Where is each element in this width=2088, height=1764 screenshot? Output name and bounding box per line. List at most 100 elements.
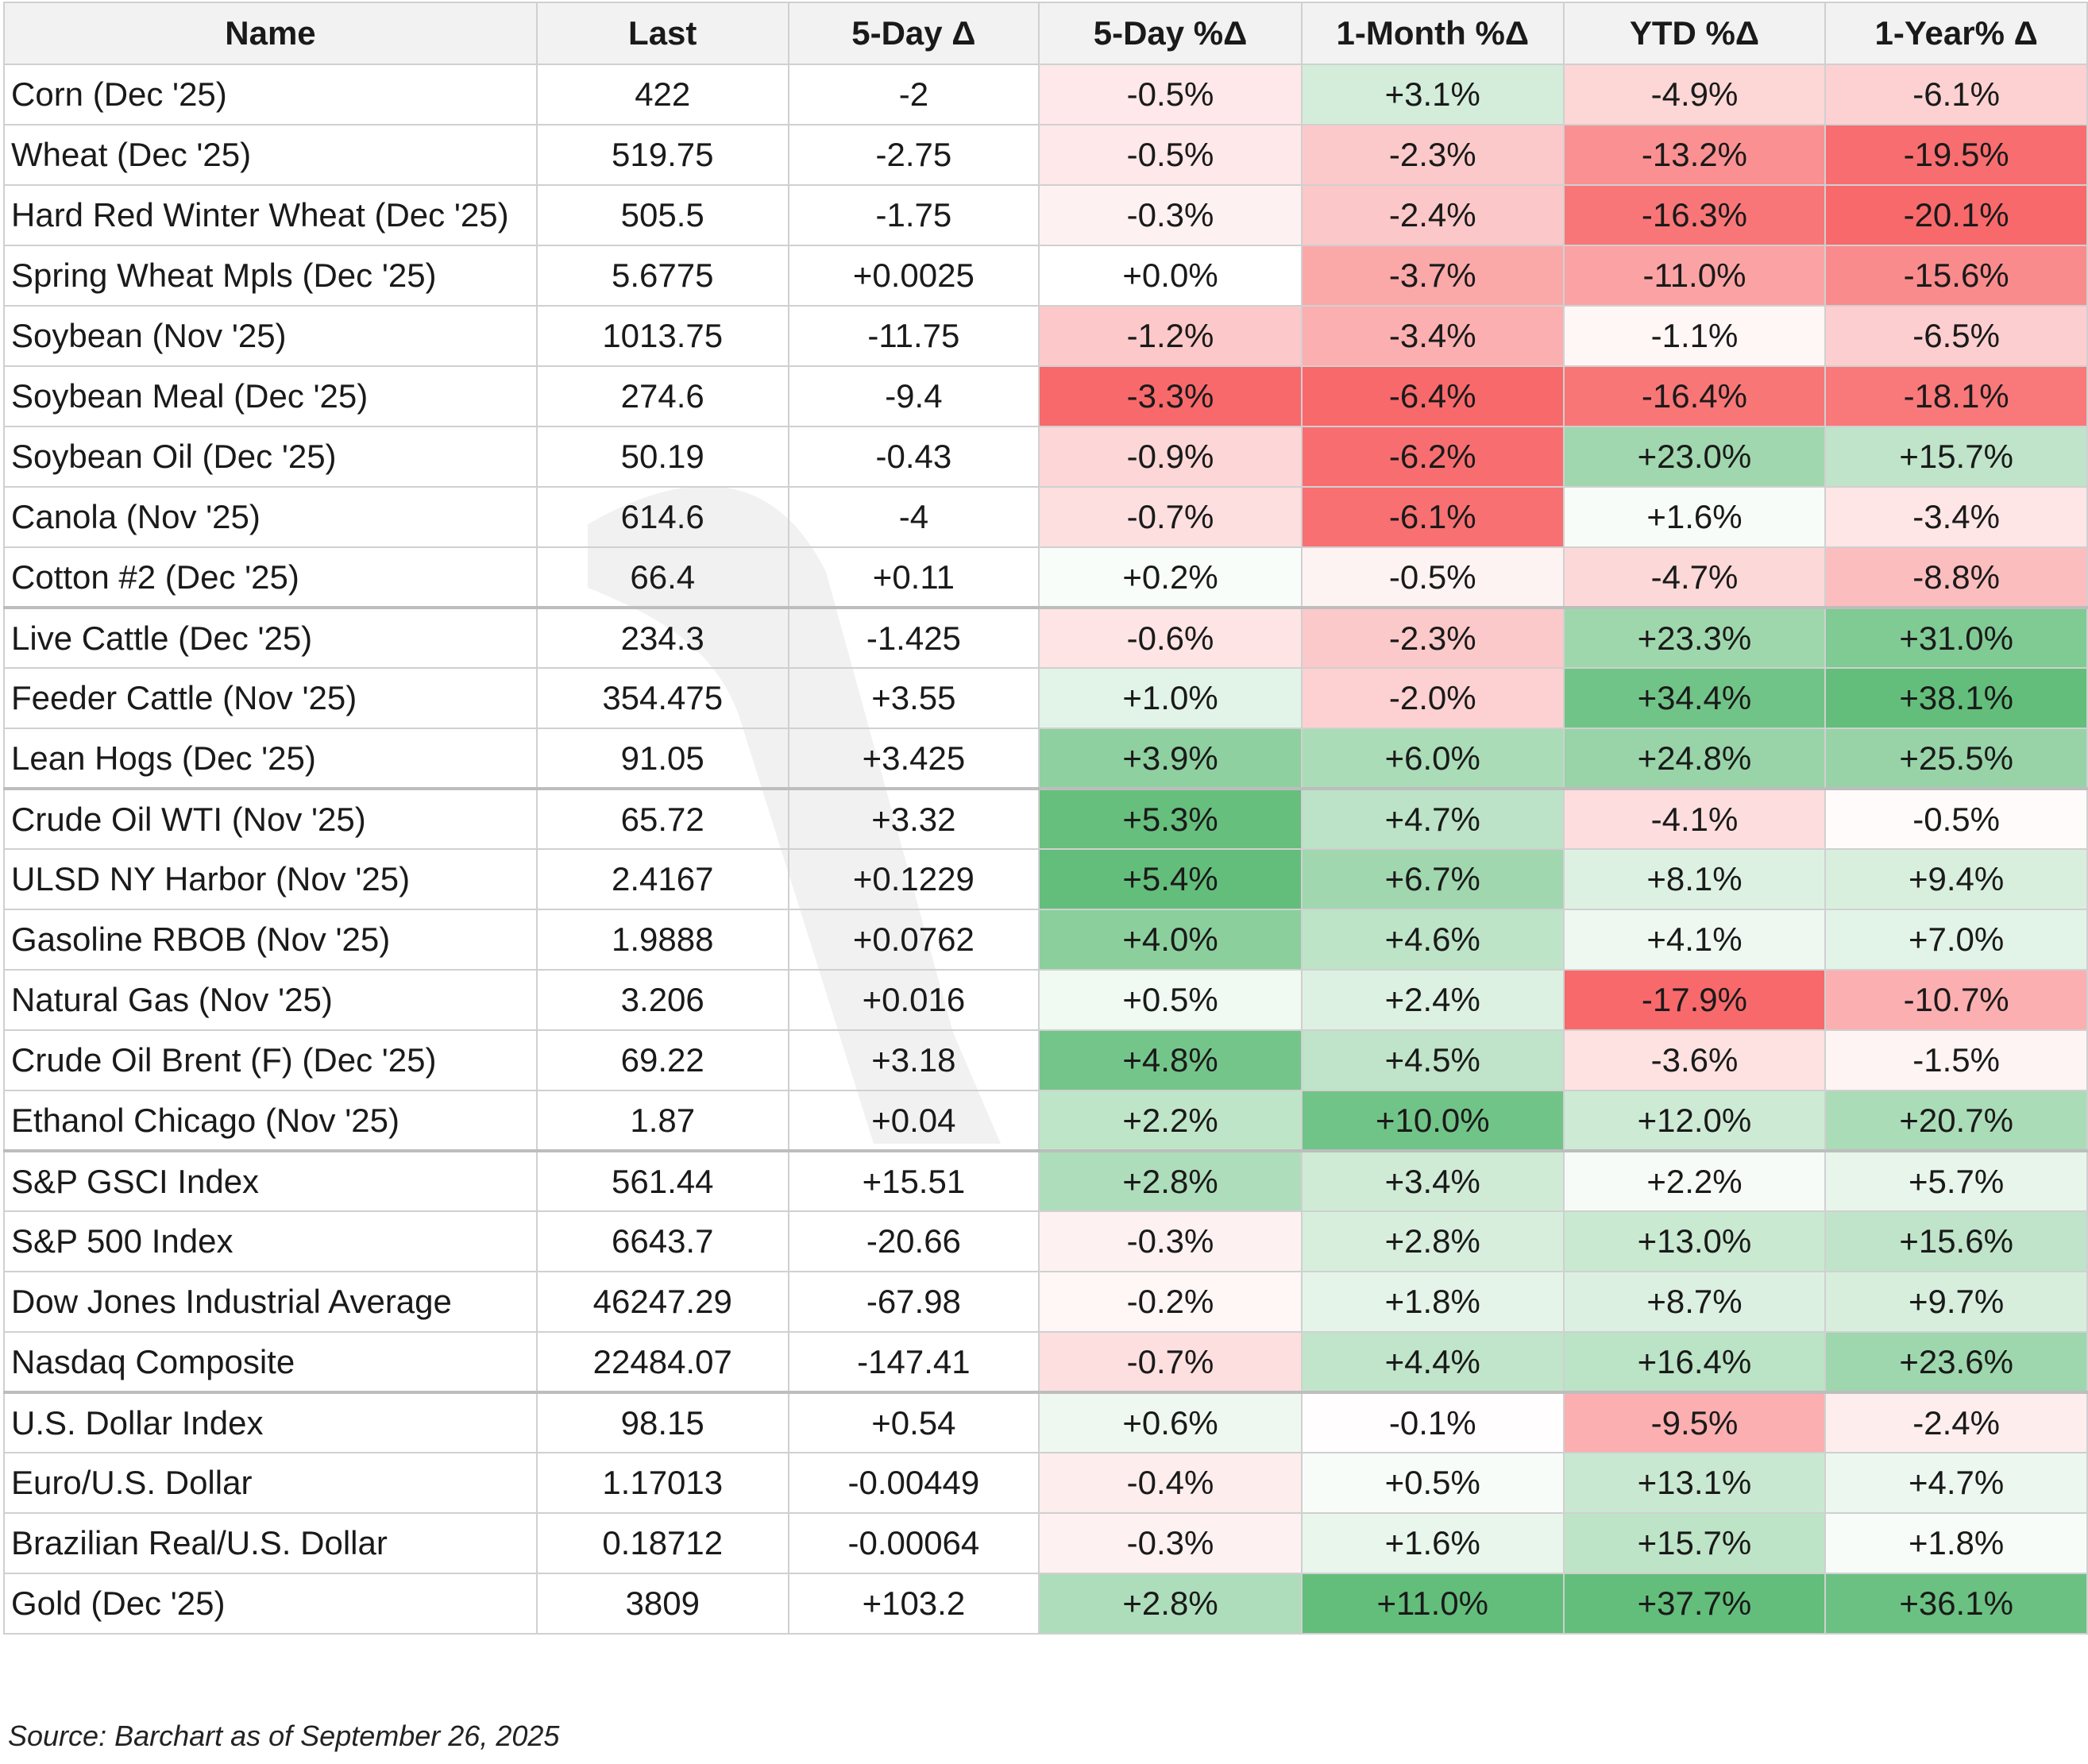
cell-5day-change: +0.04 <box>787 1090 1040 1152</box>
market-performance-table: Name Last 5-Day Δ 5-Day %Δ 1-Month %Δ YT… <box>3 2 2088 1635</box>
cell-1month-pct: +6.7% <box>1300 848 1565 910</box>
cell-1month-pct: +1.6% <box>1300 1512 1565 1574</box>
cell-ytd-pct: +12.0% <box>1562 1090 1827 1152</box>
header-last: Last <box>535 2 789 65</box>
cell-last: 65.72 <box>535 787 789 850</box>
cell-name: Gasoline RBOB (Nov '25) <box>3 909 538 971</box>
table-row: Lean Hogs (Dec '25) 91.05 +3.425 +3.9% +6.0%… <box>3 728 2088 789</box>
cell-1month-pct: +4.5% <box>1300 1029 1565 1091</box>
cell-name: Crude Oil WTI (Nov '25) <box>3 787 538 850</box>
cell-ytd-pct: +24.8% <box>1562 728 1827 789</box>
cell-5day-pct: +4.0% <box>1038 909 1303 971</box>
cell-last: 1013.75 <box>535 305 789 367</box>
cell-ytd-pct: -4.7% <box>1562 546 1827 608</box>
cell-name: Euro/U.S. Dollar <box>3 1452 538 1514</box>
cell-5day-pct: -0.5% <box>1038 124 1303 186</box>
table-row: Brazilian Real/U.S. Dollar 0.18712 -0.0006… <box>3 1512 2088 1574</box>
cell-5day-change: -1.75 <box>787 184 1040 246</box>
cell-1year-pct: +15.7% <box>1824 426 2088 488</box>
cell-5day-change: +103.2 <box>787 1573 1040 1635</box>
cell-last: 614.6 <box>535 486 789 548</box>
cell-1month-pct: +2.8% <box>1300 1210 1565 1272</box>
cell-5day-pct: +2.8% <box>1038 1573 1303 1635</box>
cell-1year-pct: +1.8% <box>1824 1512 2088 1574</box>
cell-ytd-pct: +37.7% <box>1562 1573 1827 1635</box>
cell-1year-pct: +20.7% <box>1824 1090 2088 1152</box>
cell-ytd-pct: +8.1% <box>1562 848 1827 910</box>
header-row: Name Last 5-Day Δ 5-Day %Δ 1-Month %Δ YT… <box>3 2 2088 65</box>
cell-5day-change: -9.4 <box>787 365 1040 427</box>
cell-last: 505.5 <box>535 184 789 246</box>
cell-last: 1.17013 <box>535 1452 789 1514</box>
table-row: Live Cattle (Dec '25) 234.3 -1.425 -0.6% -2.… <box>3 606 2088 669</box>
cell-last: 1.9888 <box>535 909 789 971</box>
cell-last: 6643.7 <box>535 1210 789 1272</box>
table-row: Soybean Oil (Dec '25) 50.19 -0.43 -0.9% -6.2… <box>3 426 2088 488</box>
table-row: Ethanol Chicago (Nov '25) 1.87 +0.04 +2.2% +… <box>3 1090 2088 1152</box>
cell-5day-pct: +5.3% <box>1038 787 1303 850</box>
cell-1month-pct: -6.4% <box>1300 365 1565 427</box>
cell-last: 3809 <box>535 1573 789 1635</box>
cell-1year-pct: -6.1% <box>1824 64 2088 125</box>
table-row: Soybean Meal (Dec '25) 274.6 -9.4 -3.3% -6.4… <box>3 365 2088 427</box>
cell-5day-change: +3.18 <box>787 1029 1040 1091</box>
cell-ytd-pct: -4.1% <box>1562 787 1827 850</box>
cell-name: Feeder Cattle (Nov '25) <box>3 667 538 729</box>
cell-last: 5.6775 <box>535 245 789 307</box>
cell-5day-change: -0.00064 <box>787 1512 1040 1574</box>
cell-5day-change: +0.11 <box>787 546 1040 608</box>
cell-1year-pct: +25.5% <box>1824 728 2088 789</box>
cell-5day-pct: -0.9% <box>1038 426 1303 488</box>
table-row: Spring Wheat Mpls (Dec '25) 5.6775 +0.0025… <box>3 245 2088 307</box>
table-row: Natural Gas (Nov '25) 3.206 +0.016 +0.5% +2.… <box>3 969 2088 1031</box>
cell-name: Soybean Oil (Dec '25) <box>3 426 538 488</box>
cell-1month-pct: +11.0% <box>1300 1573 1565 1635</box>
cell-1year-pct: +15.6% <box>1824 1210 2088 1272</box>
cell-1month-pct: +4.4% <box>1300 1331 1565 1393</box>
cell-5day-change: -2 <box>787 64 1040 125</box>
cell-5day-pct: -0.5% <box>1038 64 1303 125</box>
cell-5day-change: +0.1229 <box>787 848 1040 910</box>
cell-last: 354.475 <box>535 667 789 729</box>
cell-1month-pct: -2.0% <box>1300 667 1565 729</box>
cell-last: 66.4 <box>535 546 789 608</box>
cell-name: Cotton #2 (Dec '25) <box>3 546 538 608</box>
header-5day-pct: 5-Day %Δ <box>1038 2 1303 65</box>
cell-5day-change: -11.75 <box>787 305 1040 367</box>
header-1month-pct: 1-Month %Δ <box>1300 2 1565 65</box>
cell-last: 22484.07 <box>535 1331 789 1393</box>
table-row: Soybean (Nov '25) 1013.75 -11.75 -1.2% -3.4%… <box>3 305 2088 367</box>
cell-1month-pct: +3.4% <box>1300 1149 1565 1212</box>
cell-5day-pct: -0.6% <box>1038 606 1303 669</box>
cell-name: Spring Wheat Mpls (Dec '25) <box>3 245 538 307</box>
cell-last: 69.22 <box>535 1029 789 1091</box>
table-row: Canola (Nov '25) 614.6 -4 -0.7% -6.1% +1.6% -3… <box>3 486 2088 548</box>
cell-5day-pct: +5.4% <box>1038 848 1303 910</box>
cell-1year-pct: +23.6% <box>1824 1331 2088 1393</box>
cell-1month-pct: +3.1% <box>1300 64 1565 125</box>
cell-last: 274.6 <box>535 365 789 427</box>
cell-5day-change: +15.51 <box>787 1149 1040 1212</box>
cell-1year-pct: -18.1% <box>1824 365 2088 427</box>
cell-5day-pct: -1.2% <box>1038 305 1303 367</box>
cell-5day-change: -0.43 <box>787 426 1040 488</box>
table-row: Euro/U.S. Dollar 1.17013 -0.00449 -0.4% +0.5… <box>3 1452 2088 1514</box>
cell-ytd-pct: +1.6% <box>1562 486 1827 548</box>
table-row: Gold (Dec '25) 3809 +103.2 +2.8% +11.0% +37.7… <box>3 1573 2088 1635</box>
cell-5day-pct: +4.8% <box>1038 1029 1303 1091</box>
cell-last: 2.4167 <box>535 848 789 910</box>
cell-ytd-pct: +2.2% <box>1562 1149 1827 1212</box>
cell-5day-change: +0.54 <box>787 1391 1040 1453</box>
cell-1year-pct: +9.4% <box>1824 848 2088 910</box>
cell-ytd-pct: +34.4% <box>1562 667 1827 729</box>
table-row: S&P GSCI Index 561.44 +15.51 +2.8% +3.4% +2.2… <box>3 1149 2088 1212</box>
cell-ytd-pct: -17.9% <box>1562 969 1827 1031</box>
cell-name: Gold (Dec '25) <box>3 1573 538 1635</box>
cell-last: 98.15 <box>535 1391 789 1453</box>
cell-name: Natural Gas (Nov '25) <box>3 969 538 1031</box>
cell-1year-pct: -20.1% <box>1824 184 2088 246</box>
cell-1month-pct: -0.5% <box>1300 546 1565 608</box>
cell-last: 422 <box>535 64 789 125</box>
cell-1month-pct: +10.0% <box>1300 1090 1565 1152</box>
cell-5day-pct: +2.8% <box>1038 1149 1303 1212</box>
